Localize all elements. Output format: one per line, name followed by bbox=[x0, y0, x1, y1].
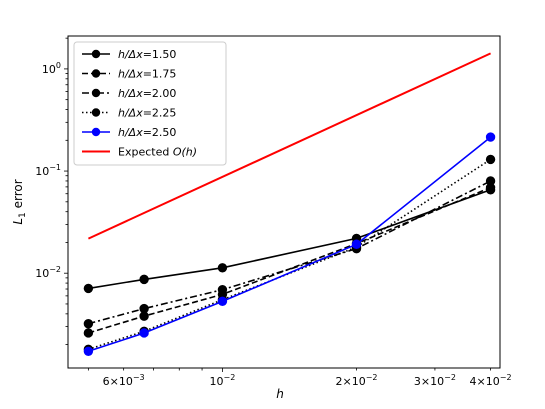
data-point bbox=[485, 154, 496, 165]
data-point bbox=[83, 319, 94, 329]
legend-marker bbox=[91, 69, 101, 78]
legend-box bbox=[73, 41, 227, 166]
legend-label: h/Δx=2.25 bbox=[118, 107, 176, 120]
x-tick-label: 2×10−2 bbox=[335, 373, 377, 388]
series-line-5 bbox=[87, 52, 492, 240]
data-point bbox=[139, 274, 149, 285]
legend-marker bbox=[91, 88, 101, 98]
legend-marker bbox=[91, 49, 101, 59]
data-point bbox=[139, 303, 149, 314]
series-line-1 bbox=[88, 186, 491, 334]
legend-label: Expected O(h) bbox=[118, 146, 197, 159]
y-tick-label: 10−1 bbox=[35, 163, 61, 178]
data-point bbox=[83, 328, 94, 338]
data-point bbox=[485, 132, 496, 142]
x-axis-label: h bbox=[276, 387, 284, 401]
data-point bbox=[83, 283, 94, 294]
x-tick-label: 3×10−2 bbox=[414, 373, 456, 388]
y-axis-label: L1 error bbox=[11, 179, 28, 224]
data-point bbox=[83, 346, 94, 356]
series-line-3 bbox=[88, 158, 492, 351]
legend-marker bbox=[91, 108, 101, 117]
data-point bbox=[217, 296, 228, 307]
legend-marker bbox=[91, 127, 101, 137]
series-line-4 bbox=[88, 136, 492, 353]
data-point bbox=[351, 239, 362, 249]
data-point bbox=[217, 284, 228, 295]
legend-label: h/Δx=1.50 bbox=[118, 48, 176, 61]
legend-label: h/Δx=2.00 bbox=[118, 87, 176, 100]
data-point bbox=[217, 263, 228, 273]
legend-label: h/Δx=2.50 bbox=[118, 126, 176, 139]
legend: h/Δx=1.50 h/Δx=1.75 h/Δx=2.00 h/Δx=2.25 h/Δx… bbox=[73, 41, 227, 166]
y-tick-label: 10−2 bbox=[35, 265, 61, 280]
plot-area bbox=[83, 52, 496, 356]
data-point bbox=[139, 328, 149, 338]
x-tick-label: 4×10−2 bbox=[470, 373, 512, 388]
data-point bbox=[485, 176, 496, 186]
legend-label: h/Δx=1.75 bbox=[118, 68, 176, 81]
x-tick-label: 6×10−3 bbox=[103, 373, 145, 388]
y-tick-label: 100 bbox=[42, 61, 61, 76]
x-tick-label: 10−2 bbox=[210, 373, 236, 388]
axes: 6×10−3 10−2 2×10−2 3×10−2 4×10−2 10−2 10−1 100 bbox=[35, 35, 512, 388]
